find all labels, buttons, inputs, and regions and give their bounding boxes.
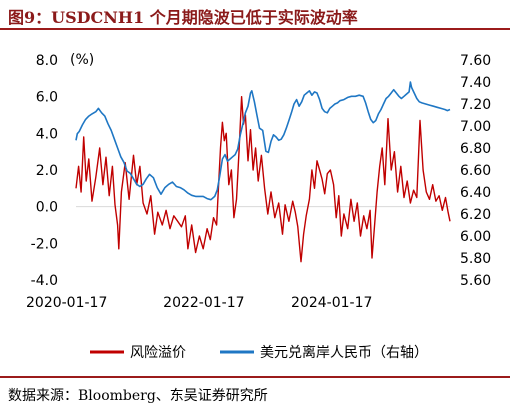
right-tick-label: 5.80 bbox=[460, 251, 491, 267]
right-tick-label: 5.60 bbox=[460, 273, 491, 289]
left-axis: 8.0 6.0 4.0 2.0 0.0 -2.0 -4.0 bbox=[31, 53, 58, 289]
left-unit-label: (%) bbox=[70, 52, 94, 68]
left-tick-label: 4.0 bbox=[36, 126, 58, 142]
left-tick-label: 2.0 bbox=[36, 163, 58, 179]
x-tick-label: 2020-01-17 bbox=[26, 295, 107, 311]
chart: 8.0 6.0 4.0 2.0 0.0 -2.0 -4.0 7.60 7.40 7.20 7.00… bbox=[26, 52, 491, 361]
left-tick-label: 6.0 bbox=[36, 90, 58, 106]
right-tick-label: 6.60 bbox=[460, 163, 491, 179]
left-tick-label: 0.0 bbox=[36, 200, 58, 216]
right-tick-label: 7.00 bbox=[460, 119, 491, 135]
right-tick-label: 7.20 bbox=[460, 97, 491, 113]
figure-title: 图9：USDCNH1 个月期隐波已低于实际波动率 bbox=[8, 8, 358, 27]
source-note: 数据来源：Bloomberg、东吴证券研究所 bbox=[8, 388, 268, 404]
right-tick-label: 6.80 bbox=[460, 141, 491, 157]
right-axis: 7.60 7.40 7.20 7.00 6.80 6.60 6.40 6.20 6.00 5.80… bbox=[460, 53, 491, 289]
risk-premium-line bbox=[75, 95, 451, 263]
x-tick-label: 2022-01-17 bbox=[163, 295, 244, 311]
x-axis: 2020-01-17 2022-01-17 2024-01-17 bbox=[26, 295, 372, 311]
title-rule bbox=[0, 28, 510, 30]
right-tick-label: 6.00 bbox=[460, 229, 491, 245]
right-tick-label: 7.40 bbox=[460, 75, 491, 91]
x-tick-label: 2024-01-17 bbox=[291, 295, 372, 311]
usdcnh-line bbox=[75, 81, 451, 201]
right-tick-label: 7.60 bbox=[460, 53, 491, 69]
legend-usdcnh-label: 美元兑离岸人民币（右轴） bbox=[260, 344, 428, 361]
right-tick-label: 6.20 bbox=[460, 207, 491, 223]
left-tick-label: 8.0 bbox=[36, 53, 58, 69]
footer-rule bbox=[0, 376, 510, 378]
legend-risk-premium-label: 风险溢价 bbox=[130, 345, 186, 361]
left-tick-label: -2.0 bbox=[31, 236, 58, 252]
legend: 风险溢价 美元兑离岸人民币（右轴） bbox=[90, 344, 428, 361]
right-tick-label: 6.40 bbox=[460, 185, 491, 201]
left-tick-label: -4.0 bbox=[31, 273, 58, 289]
